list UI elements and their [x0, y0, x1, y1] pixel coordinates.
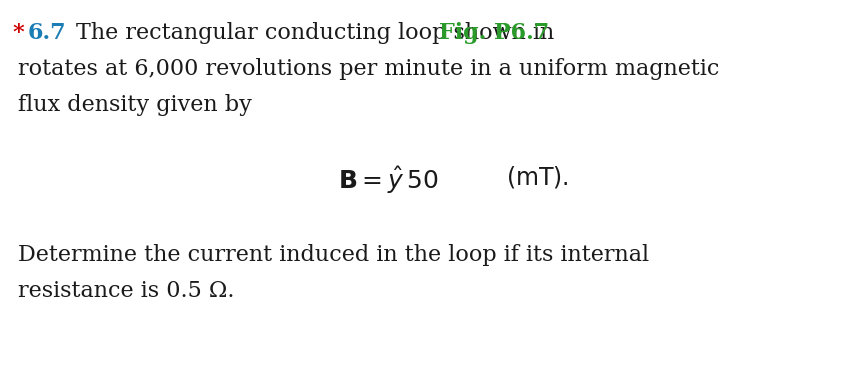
Text: Fig. P6.7: Fig. P6.7 [439, 22, 549, 44]
Text: resistance is 0.5 Ω.: resistance is 0.5 Ω. [18, 280, 235, 302]
Text: *: * [12, 22, 24, 44]
Text: Determine the current induced in the loop if its internal: Determine the current induced in the loo… [18, 244, 649, 266]
Text: flux density given by: flux density given by [18, 94, 252, 116]
Text: $\mathbf{B} = \hat{y}\,50$: $\mathbf{B} = \hat{y}\,50$ [338, 164, 438, 196]
Text: rotates at 6,000 revolutions per minute in a uniform magnetic: rotates at 6,000 revolutions per minute … [18, 58, 719, 80]
Text: 6.7: 6.7 [28, 22, 67, 44]
Text: The rectangular conducting loop shown in: The rectangular conducting loop shown in [76, 22, 561, 44]
Text: $\mathrm{(mT).}$: $\mathrm{(mT).}$ [506, 164, 569, 190]
